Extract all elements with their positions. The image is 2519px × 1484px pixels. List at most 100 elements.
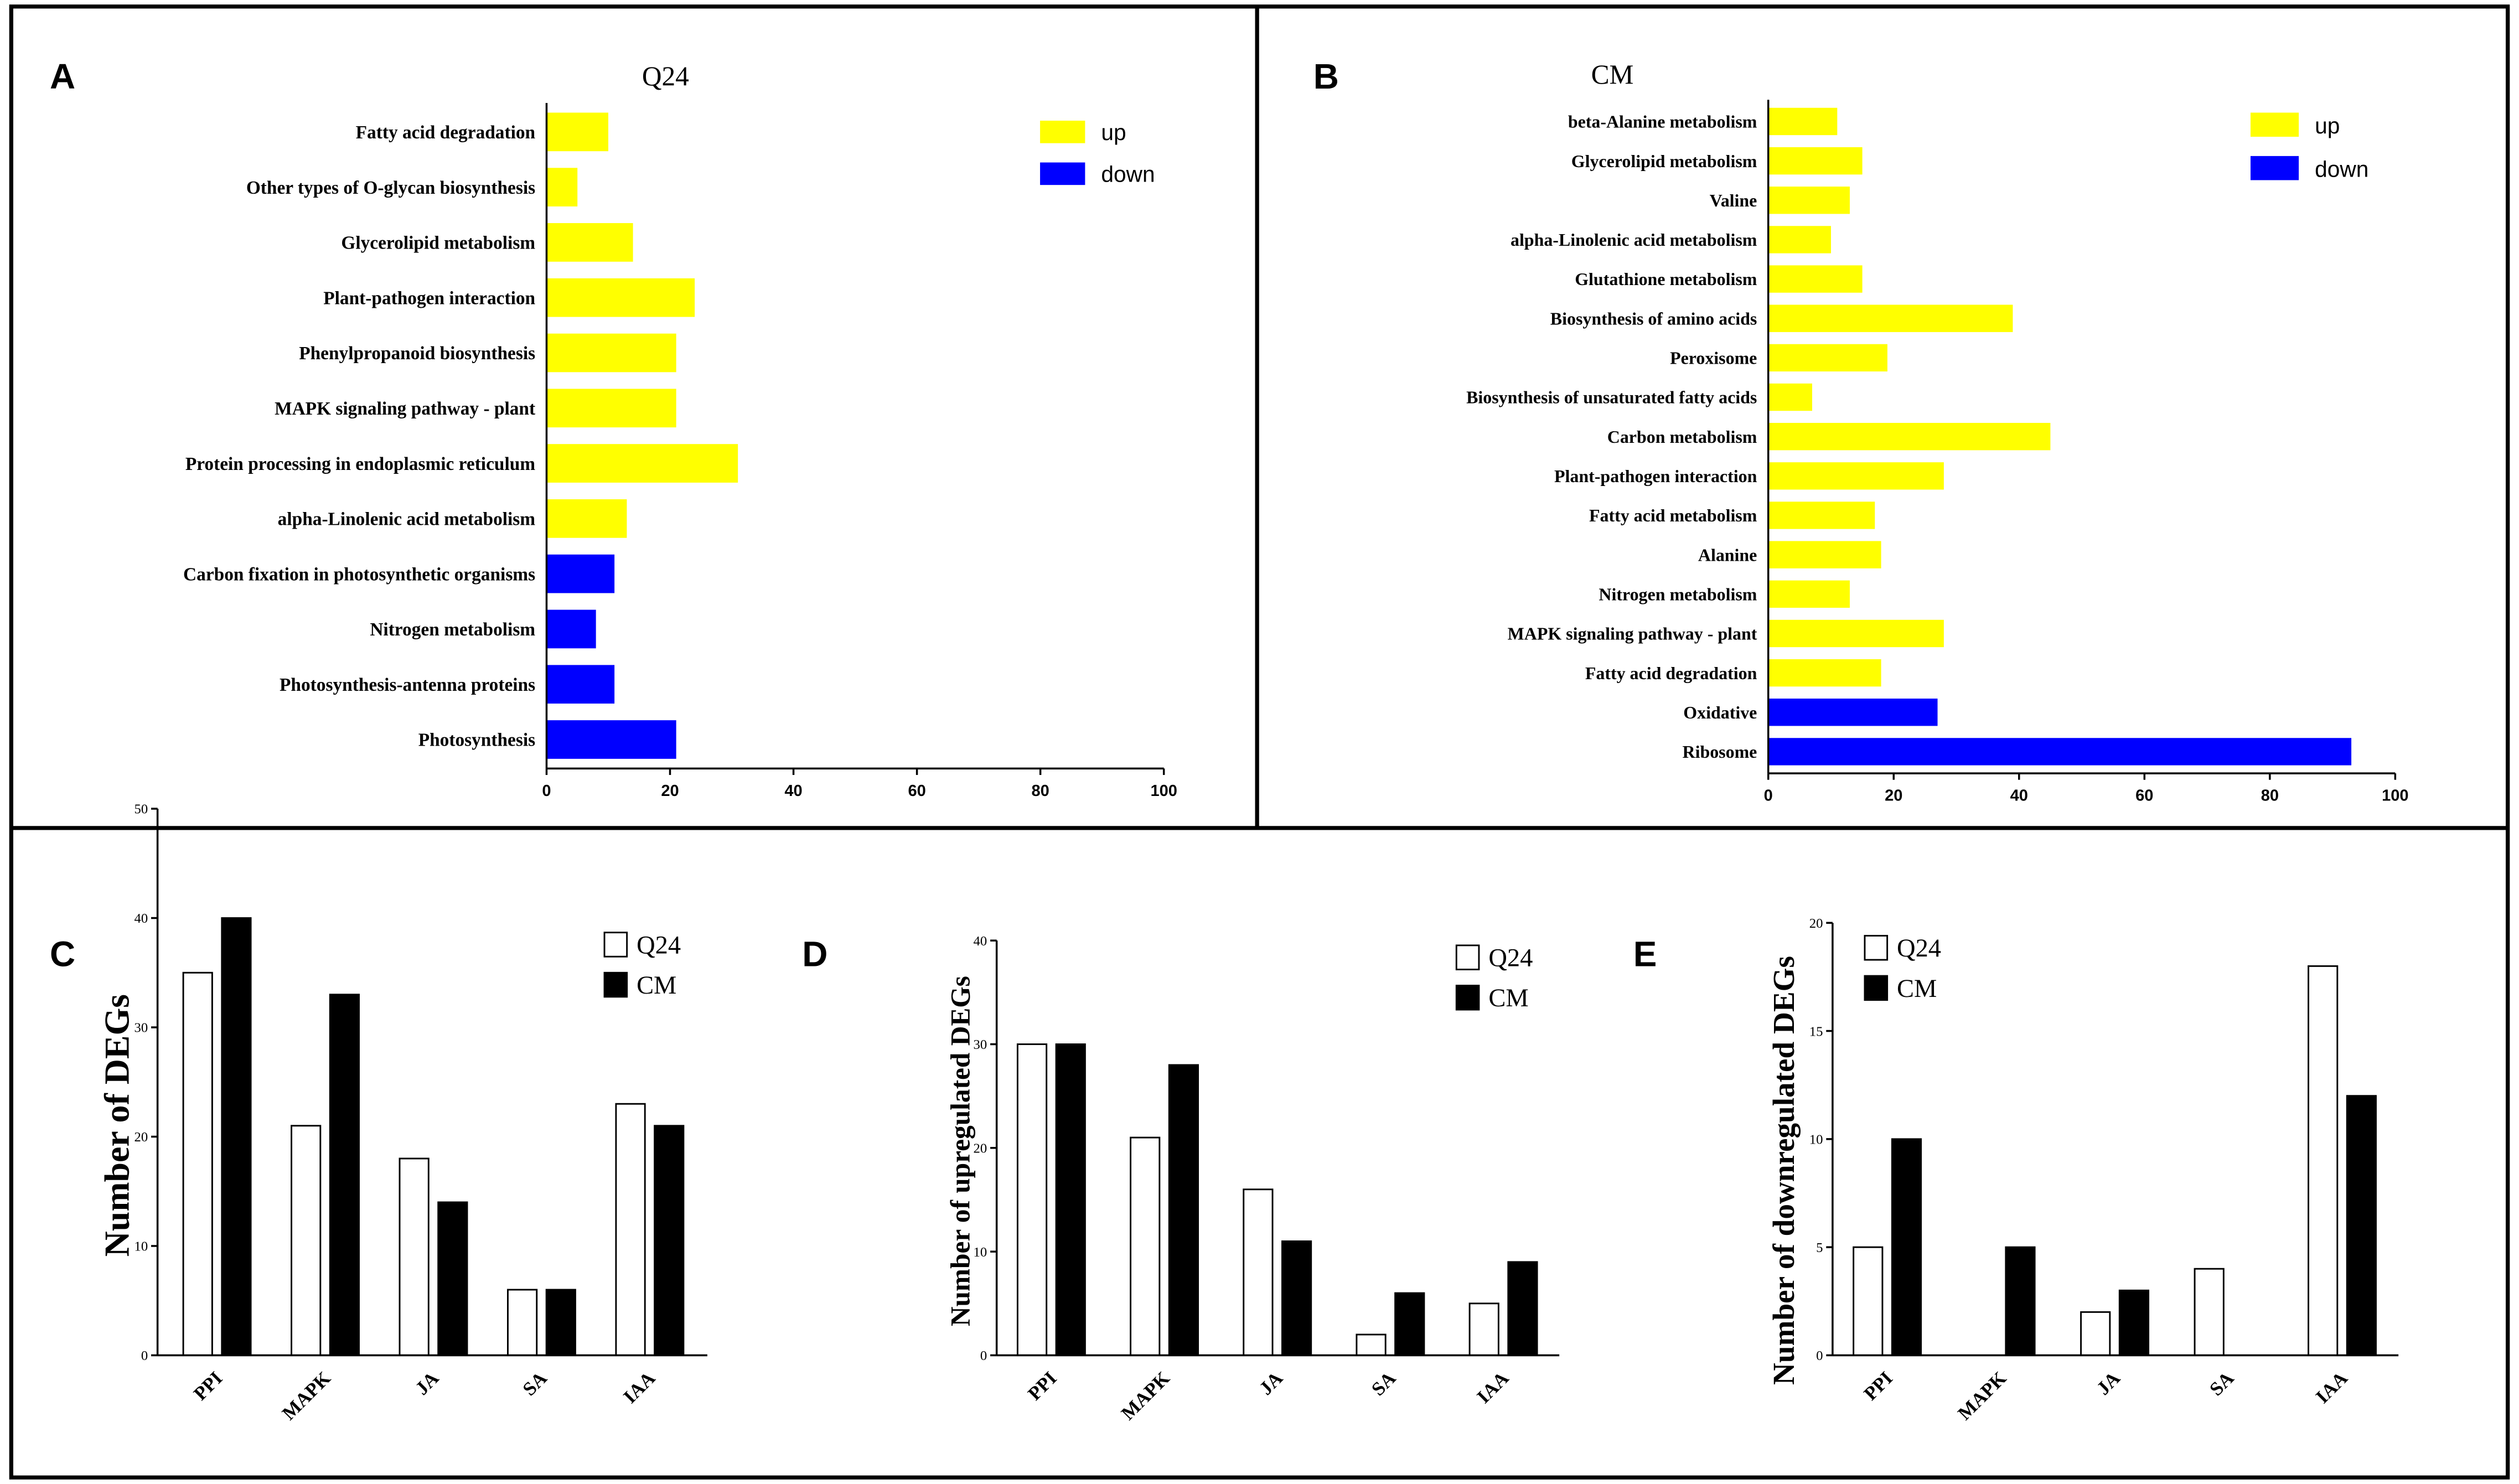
bar-cm (1891, 1138, 1922, 1356)
y-tick-label: 20 (974, 1141, 987, 1156)
category-label: Ribosome (1683, 742, 1757, 762)
bar-q24 (1468, 1302, 1499, 1356)
x-tick-label: 0 (1764, 787, 1773, 805)
bar (546, 720, 676, 759)
y-tick-label: 40 (974, 934, 987, 949)
bar-q24 (1853, 1246, 1884, 1356)
x-tick-label: 40 (784, 782, 802, 800)
category-label: beta-Alanine metabolism (1568, 112, 1757, 132)
category-label: Plant-pathogen interaction (1554, 467, 1757, 486)
bar (546, 223, 633, 262)
category-label: Valine (1710, 191, 1757, 210)
bar-q24 (1243, 1188, 1274, 1356)
bar-cm (1168, 1064, 1199, 1356)
category-label: Biosynthesis of unsaturated fatty acids (1466, 388, 1757, 407)
legend-swatch-cm (1864, 975, 1889, 1001)
category-label: Glycerolipid metabolism (1571, 152, 1757, 171)
category-label: Other types of O-glycan biosynthesis (246, 178, 535, 198)
x-tick-label: 80 (1031, 782, 1049, 800)
category-label: Carbon metabolism (1607, 427, 1757, 447)
legend-label: up (1101, 120, 1126, 145)
category-label: Fatty acid degradation (356, 122, 536, 143)
legend-swatch-q24 (1455, 944, 1480, 970)
legend-swatch-up (2250, 112, 2299, 137)
bar (546, 333, 676, 373)
bar (546, 444, 738, 483)
panel-a: A Q24 Fatty acid degradation Other types of… (50, 56, 1177, 800)
x-tick-label: 60 (908, 782, 925, 800)
category-label: Glycerolipid metabolism (341, 233, 535, 254)
category-label: Fatty acid degradation (1585, 664, 1757, 683)
bar-cm (654, 1125, 685, 1356)
bar (1768, 383, 1812, 411)
x-tick-label: 20 (661, 782, 679, 800)
legend-label: CM (1488, 984, 1528, 1012)
panel-letter: B (1313, 56, 1339, 96)
bar (1768, 344, 1887, 372)
legend-swatch-down (2250, 156, 2299, 180)
legend-label: Q24 (637, 931, 681, 959)
panel-b: B CM beta-Alanine metabolism Glycerolipid m… (1313, 56, 2409, 805)
bar (1768, 541, 1881, 568)
category-label: alpha-Linolenic acid metabolism (278, 509, 536, 530)
bar-cm (2346, 1095, 2377, 1356)
bar (1768, 699, 1938, 726)
bar-cm (221, 917, 252, 1356)
y-tick-label: 20 (135, 1130, 148, 1145)
bar-q24 (182, 971, 213, 1356)
legend-label: Q24 (1488, 944, 1533, 973)
x-tick-label: 0 (542, 782, 551, 800)
figure-border (9, 4, 2510, 1480)
category-label: Glutathione metabolism (1575, 270, 1757, 289)
bar (546, 278, 695, 317)
y-tick-label: 0 (980, 1348, 987, 1363)
x-tick-label: 20 (1885, 787, 1902, 805)
legend-label: Q24 (1897, 934, 1941, 963)
y-axis-label: Number of DEGs (97, 994, 136, 1257)
bar-cm (1281, 1240, 1312, 1356)
bar (1768, 738, 2352, 766)
legend-label: CM (1897, 975, 1937, 1003)
bar-q24 (2308, 965, 2339, 1356)
bar-cm (1394, 1292, 1425, 1356)
bar-cm (545, 1289, 576, 1356)
bar-q24 (615, 1103, 646, 1356)
category-label: Biosynthesis of amino acids (1550, 309, 1757, 328)
bar (1768, 107, 1838, 136)
bar (1768, 462, 1944, 490)
legend-swatch-q24 (1864, 935, 1889, 961)
y-tick-label: 0 (1816, 1348, 1823, 1363)
bar-q24 (1130, 1136, 1161, 1356)
bar-cm (329, 994, 360, 1356)
category-label: Photosynthesis (418, 730, 535, 751)
y-tick-label: 10 (974, 1245, 987, 1260)
bar (1768, 580, 1850, 608)
bar (546, 168, 578, 206)
category-label: Photosynthesis-antenna proteins (280, 675, 535, 695)
chart-title: Q24 (642, 61, 689, 91)
bar-cm (437, 1201, 468, 1356)
category-label: Phenylpropanoid biosynthesis (299, 343, 535, 364)
bar (546, 554, 615, 593)
legend-swatch-down (1040, 162, 1085, 185)
bar (546, 609, 596, 649)
category-label: MAPK signaling pathway - plant (1508, 624, 1757, 644)
category-label: alpha-Linolenic acid metabolism (1511, 230, 1757, 250)
bar-cm (2118, 1289, 2150, 1356)
bar-q24 (2194, 1268, 2225, 1356)
panel-letter: E (1633, 934, 1657, 974)
legend-label: up (2315, 113, 2340, 138)
bar-cm (1055, 1043, 1086, 1356)
y-tick-label: 20 (1809, 916, 1823, 931)
category-label: Oxidative (1683, 703, 1757, 722)
bar (546, 665, 615, 704)
category-label: Peroxisome (1670, 349, 1757, 368)
y-tick-label: 0 (141, 1348, 148, 1363)
bar (1768, 501, 1875, 529)
legend-swatch-cm (1455, 985, 1480, 1011)
bar (546, 499, 627, 538)
bar (1768, 226, 1831, 254)
bar (1768, 619, 1944, 648)
bar (1768, 187, 1850, 214)
